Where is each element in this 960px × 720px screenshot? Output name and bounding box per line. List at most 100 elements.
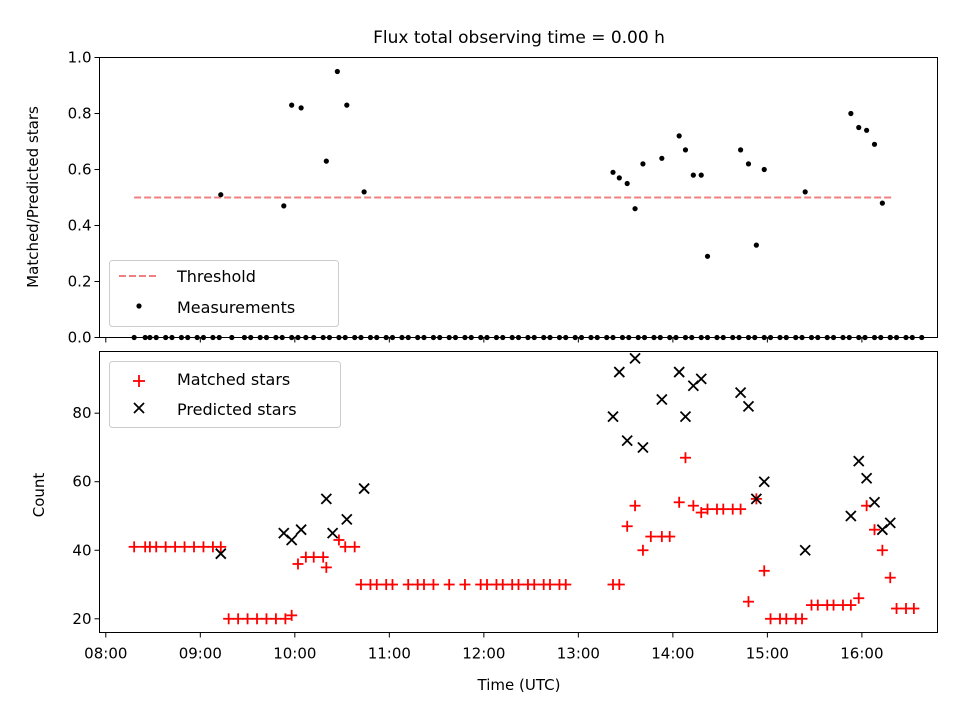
measurement-point — [344, 102, 350, 108]
measurement-point — [624, 180, 630, 187]
predicted-star-mark-b — [695, 373, 707, 385]
matched-star-point — [270, 613, 282, 625]
matched-star-point — [169, 541, 181, 553]
matched-star-point — [845, 599, 857, 611]
matched-star-point — [868, 524, 880, 536]
predicted-star-mark-b — [679, 410, 692, 423]
count-panel: 20 40 60 80 08:00 09:00 10:00 11:00 12:00 13:00 1… — [30, 351, 938, 694]
matched-star-point — [613, 579, 625, 591]
matched-star-point — [333, 534, 345, 546]
y-tick-label: 80 — [72, 404, 91, 422]
matched-star-point — [150, 541, 162, 553]
predicted-star-mark-b — [341, 513, 353, 526]
predicted-star-point — [750, 493, 762, 505]
matched-star-point — [339, 541, 351, 553]
measurement-point — [659, 155, 665, 161]
matched-star-point — [908, 603, 920, 615]
predicted-star-mark-b — [845, 510, 857, 522]
y-tick-label: 1.0 — [68, 49, 92, 67]
predicted-star-point — [621, 434, 633, 447]
predicted-star-point — [868, 496, 881, 508]
matched-star-point — [160, 541, 172, 553]
y-tick-label: 0.4 — [68, 217, 92, 235]
measurement-point — [632, 206, 638, 212]
predicted-star-point — [884, 517, 896, 529]
predicted-star-point — [695, 373, 707, 385]
measurement-point — [281, 203, 287, 209]
measurement-point — [704, 253, 711, 259]
matched-star-point — [308, 551, 320, 563]
predicted-star-point — [326, 527, 339, 539]
x-tick-label: 11:00 — [368, 645, 411, 663]
predicted-star-mark-b — [326, 527, 339, 539]
matched-star-point — [828, 599, 840, 611]
x-tick-label: 13:00 — [557, 645, 600, 663]
predicted-star-point — [758, 476, 770, 488]
predicted-star-point — [286, 534, 298, 546]
matched-star-point — [629, 500, 641, 512]
predicted-star-point — [320, 493, 332, 505]
predicted-star-mark-b — [621, 434, 633, 447]
predicted-star-mark-b — [613, 366, 625, 378]
matched-star-point — [560, 579, 572, 591]
legend-matched-label: Matched stars — [177, 370, 290, 389]
x-tick-label: 12:00 — [462, 645, 505, 663]
x-tick-label: 08:00 — [84, 645, 127, 663]
matched-star-point — [223, 613, 235, 625]
predicted-star-point — [607, 410, 619, 423]
predicted-star-point — [341, 513, 353, 526]
predicted-star-mark-b — [758, 476, 770, 488]
x-tick-label: 15:00 — [746, 645, 789, 663]
ratio-x-ticks — [105, 337, 863, 343]
count-y-ticks: 20 40 60 80 — [72, 404, 100, 628]
predicted-star-mark-b — [358, 482, 370, 495]
matched-star-point — [197, 541, 209, 553]
matched-star-point — [765, 613, 777, 625]
predicted-star-mark-b — [286, 534, 298, 546]
matched-star-point — [673, 496, 685, 508]
measurement-point — [871, 141, 878, 147]
predicted-star-point — [845, 510, 857, 522]
measurement-point — [682, 147, 689, 153]
predicted-star-point — [679, 410, 692, 423]
measurement-point — [848, 110, 854, 117]
matched-star-point — [292, 558, 304, 570]
predicted-star-mark-b — [853, 455, 865, 467]
matched-star-point — [459, 579, 471, 591]
matched-star-point — [320, 561, 332, 573]
chart-title: Flux total observing time = 0.00 h — [373, 28, 665, 48]
y-tick-label: 40 — [72, 541, 91, 559]
legend-predicted-label: Predicted stars — [177, 400, 297, 419]
legend-measurements-swatch — [136, 303, 142, 309]
matched-star-point — [402, 579, 414, 591]
matched-star-point — [853, 592, 865, 604]
measurement-point — [802, 189, 808, 195]
matched-star-point — [891, 603, 903, 615]
predicted-star-point — [860, 472, 873, 484]
measurement-point — [690, 172, 696, 178]
matched-star-point — [128, 541, 140, 553]
matched-star-point — [179, 541, 191, 553]
measurement-point — [864, 127, 870, 133]
matched-star-point — [544, 579, 556, 591]
predicted-star-mark-b — [868, 496, 881, 508]
predicted-star-point — [673, 366, 685, 378]
y-tick-label: 0.8 — [68, 105, 92, 123]
matched-star-point — [386, 579, 398, 591]
predicted-star-mark-b — [884, 517, 896, 529]
matched-star-point — [796, 613, 808, 625]
legend-matched-swatch — [133, 375, 145, 387]
matched-star-point — [876, 544, 888, 556]
predicted-star-mark-b — [742, 400, 755, 412]
matched-star-point — [621, 520, 633, 532]
predicted-star-mark-b — [734, 386, 747, 399]
predicted-star-mark-b — [629, 352, 641, 364]
predicted-star-point — [613, 366, 625, 378]
matched-star-point — [513, 579, 524, 591]
predicted-star-mark-b — [637, 441, 649, 454]
legend-measurements-label: Measurements — [177, 298, 295, 317]
ratio-axes-frame — [99, 57, 938, 338]
matched-star-point — [695, 507, 707, 519]
